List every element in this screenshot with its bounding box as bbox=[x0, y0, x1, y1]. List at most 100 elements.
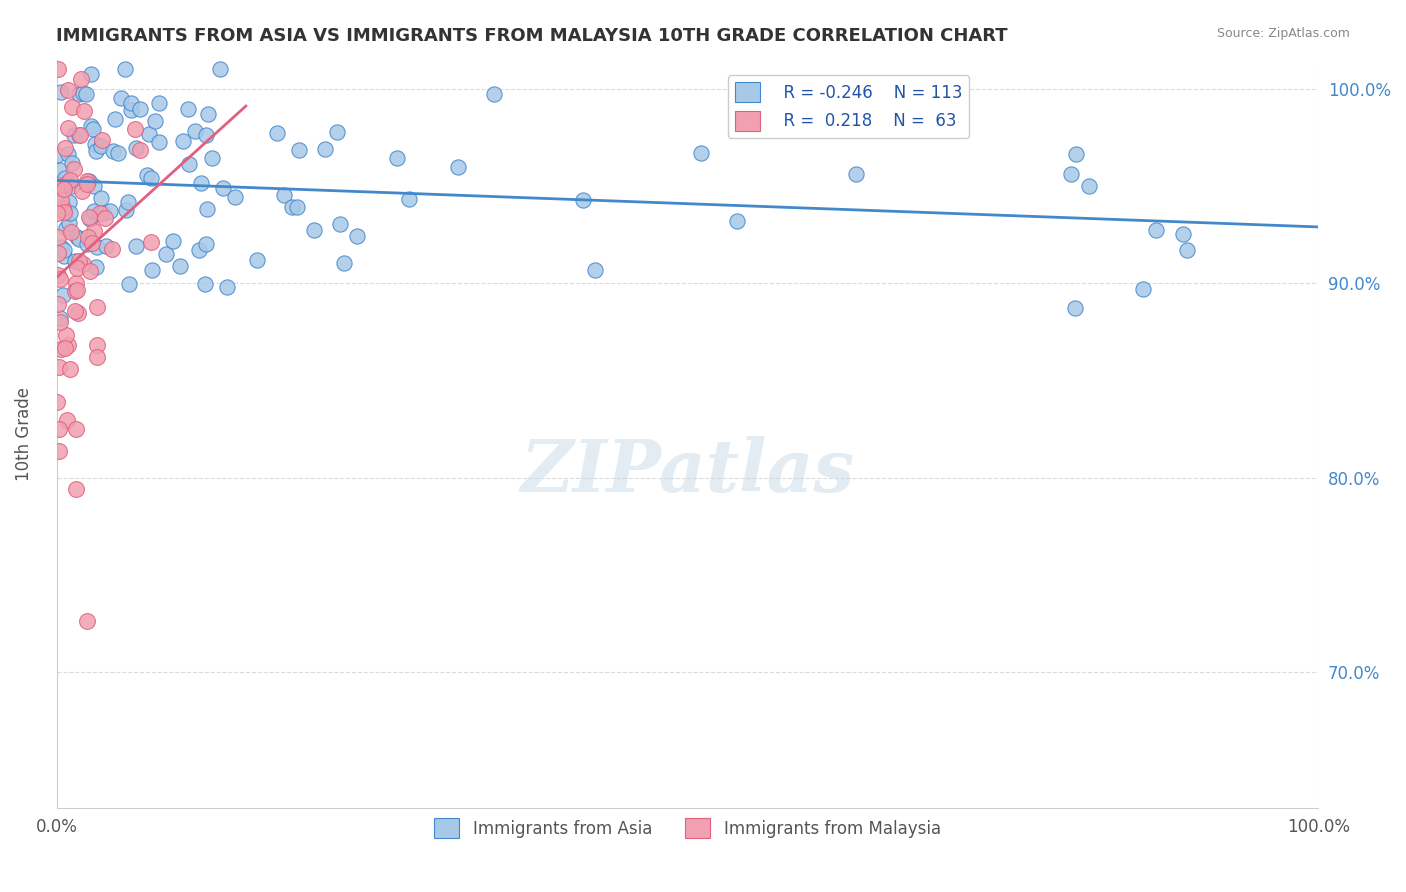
Point bbox=[48, 443, 70, 458]
Point bbox=[56, 146, 79, 161]
Point bbox=[65, 254, 87, 268]
Point bbox=[89, 206, 111, 220]
Point bbox=[83, 224, 105, 238]
Point bbox=[120, 103, 142, 118]
Point bbox=[217, 280, 239, 294]
Point bbox=[59, 172, 82, 186]
Point bbox=[1077, 178, 1099, 193]
Point bbox=[70, 185, 93, 199]
Point bbox=[53, 341, 76, 355]
Point bbox=[76, 174, 98, 188]
Point bbox=[1064, 146, 1087, 161]
Point bbox=[162, 234, 184, 248]
Point bbox=[329, 217, 352, 231]
Point bbox=[53, 249, 76, 263]
Point bbox=[77, 174, 100, 188]
Point bbox=[201, 151, 224, 165]
Y-axis label: 10th Grade: 10th Grade bbox=[15, 387, 32, 481]
Point bbox=[104, 112, 127, 126]
Point bbox=[46, 180, 69, 194]
Text: ZIPatlas: ZIPatlas bbox=[520, 436, 855, 507]
Point bbox=[128, 102, 150, 116]
Point bbox=[101, 242, 124, 256]
Point bbox=[194, 237, 217, 252]
Point bbox=[98, 204, 121, 219]
Point bbox=[118, 277, 141, 291]
Point bbox=[52, 201, 75, 215]
Point bbox=[194, 128, 217, 143]
Point bbox=[1132, 282, 1154, 296]
Point bbox=[49, 311, 72, 326]
Point bbox=[90, 191, 112, 205]
Point bbox=[65, 304, 87, 318]
Point bbox=[86, 300, 108, 314]
Point bbox=[86, 350, 108, 364]
Point bbox=[224, 190, 246, 204]
Point bbox=[107, 146, 129, 161]
Point bbox=[66, 260, 89, 275]
Point bbox=[55, 327, 77, 342]
Point bbox=[385, 151, 408, 165]
Point bbox=[86, 145, 108, 159]
Point bbox=[333, 255, 356, 269]
Point bbox=[117, 195, 139, 210]
Point bbox=[155, 247, 177, 261]
Point bbox=[169, 260, 191, 274]
Point bbox=[76, 177, 98, 191]
Point bbox=[94, 211, 117, 225]
Point bbox=[48, 188, 70, 202]
Point bbox=[91, 133, 114, 147]
Point bbox=[124, 122, 146, 136]
Point bbox=[51, 85, 73, 99]
Point bbox=[60, 178, 83, 193]
Point bbox=[246, 252, 269, 267]
Point bbox=[77, 230, 100, 244]
Point bbox=[138, 127, 160, 141]
Point bbox=[80, 119, 103, 133]
Point bbox=[83, 136, 105, 151]
Point bbox=[1064, 301, 1087, 315]
Point bbox=[63, 285, 86, 299]
Point bbox=[86, 338, 108, 352]
Point bbox=[67, 232, 90, 246]
Point bbox=[63, 162, 86, 177]
Point bbox=[53, 177, 76, 191]
Point bbox=[114, 62, 136, 77]
Point bbox=[59, 361, 82, 376]
Point bbox=[60, 156, 83, 170]
Point bbox=[1059, 167, 1081, 181]
Point bbox=[1144, 222, 1167, 236]
Point bbox=[110, 91, 132, 105]
Point bbox=[84, 260, 107, 275]
Point bbox=[187, 243, 209, 257]
Point bbox=[56, 178, 79, 192]
Point bbox=[60, 225, 83, 239]
Point bbox=[326, 125, 349, 139]
Point bbox=[67, 306, 90, 320]
Point bbox=[82, 122, 104, 136]
Point bbox=[177, 157, 200, 171]
Point bbox=[302, 222, 325, 236]
Point bbox=[73, 103, 96, 118]
Point bbox=[46, 394, 69, 409]
Point bbox=[46, 147, 69, 161]
Point bbox=[56, 338, 79, 352]
Point bbox=[128, 144, 150, 158]
Point bbox=[447, 160, 470, 174]
Point bbox=[49, 163, 72, 178]
Text: IMMIGRANTS FROM ASIA VS IMMIGRANTS FROM MALAYSIA 10TH GRADE CORRELATION CHART: IMMIGRANTS FROM ASIA VS IMMIGRANTS FROM … bbox=[56, 27, 1008, 45]
Point bbox=[66, 283, 89, 297]
Point bbox=[62, 100, 84, 114]
Point bbox=[114, 202, 136, 217]
Point bbox=[75, 87, 97, 102]
Point bbox=[90, 139, 112, 153]
Point bbox=[184, 123, 207, 137]
Point bbox=[46, 245, 69, 260]
Point bbox=[67, 254, 90, 268]
Point bbox=[141, 263, 163, 277]
Point bbox=[58, 195, 80, 210]
Point bbox=[120, 96, 142, 111]
Point bbox=[148, 135, 170, 149]
Point bbox=[55, 221, 77, 235]
Point bbox=[65, 482, 87, 496]
